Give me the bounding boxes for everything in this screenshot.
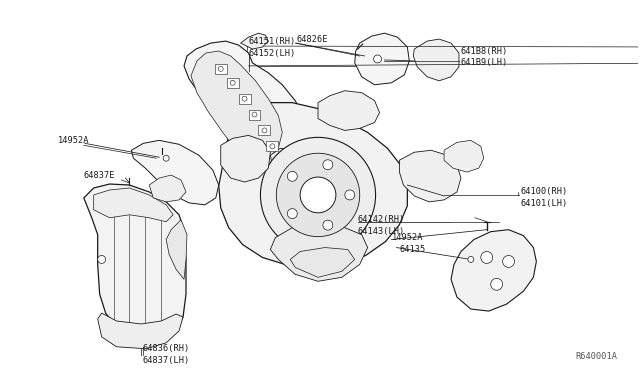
Text: 64826E: 64826E bbox=[296, 35, 328, 44]
Polygon shape bbox=[191, 51, 282, 162]
Circle shape bbox=[300, 177, 336, 213]
Polygon shape bbox=[98, 313, 183, 349]
Circle shape bbox=[230, 80, 235, 85]
Polygon shape bbox=[241, 33, 268, 49]
Text: 64142(RH): 64142(RH) bbox=[358, 215, 405, 224]
Polygon shape bbox=[355, 33, 410, 85]
Circle shape bbox=[242, 96, 247, 101]
Polygon shape bbox=[266, 141, 278, 151]
Text: 641B9(LH): 641B9(LH) bbox=[461, 58, 508, 67]
Text: 64143(LH): 64143(LH) bbox=[358, 227, 405, 236]
Circle shape bbox=[345, 190, 355, 200]
Circle shape bbox=[276, 153, 360, 237]
Polygon shape bbox=[270, 225, 367, 281]
Polygon shape bbox=[149, 175, 186, 202]
Circle shape bbox=[270, 144, 275, 149]
Polygon shape bbox=[451, 230, 536, 311]
Text: 64101(LH): 64101(LH) bbox=[520, 199, 568, 208]
Polygon shape bbox=[248, 110, 260, 119]
Circle shape bbox=[287, 171, 298, 181]
Circle shape bbox=[374, 55, 381, 63]
Polygon shape bbox=[184, 41, 308, 172]
Circle shape bbox=[98, 256, 106, 263]
Text: 64836(RH): 64836(RH) bbox=[142, 344, 189, 353]
Circle shape bbox=[468, 256, 474, 262]
Circle shape bbox=[323, 160, 333, 170]
Polygon shape bbox=[84, 184, 186, 341]
Text: 64151(RH): 64151(RH) bbox=[248, 36, 296, 46]
Polygon shape bbox=[166, 220, 187, 279]
Polygon shape bbox=[413, 39, 459, 81]
Circle shape bbox=[481, 251, 493, 263]
Circle shape bbox=[260, 137, 376, 253]
Circle shape bbox=[252, 112, 257, 117]
Text: 641B8(RH): 641B8(RH) bbox=[461, 46, 508, 55]
Polygon shape bbox=[221, 135, 270, 182]
Text: 64837E: 64837E bbox=[84, 171, 115, 180]
Polygon shape bbox=[444, 140, 484, 172]
Text: 64837(LH): 64837(LH) bbox=[142, 356, 189, 365]
Text: 64135: 64135 bbox=[399, 245, 426, 254]
Polygon shape bbox=[270, 148, 308, 175]
Polygon shape bbox=[399, 150, 461, 202]
Polygon shape bbox=[219, 103, 407, 267]
Text: 14952A: 14952A bbox=[58, 136, 90, 145]
Text: R640001A: R640001A bbox=[576, 352, 618, 361]
Polygon shape bbox=[290, 247, 355, 277]
Text: 64152(LH): 64152(LH) bbox=[248, 48, 296, 58]
Circle shape bbox=[262, 128, 267, 133]
Polygon shape bbox=[215, 64, 227, 74]
Polygon shape bbox=[227, 78, 239, 88]
Text: 64100(RH): 64100(RH) bbox=[520, 187, 568, 196]
Polygon shape bbox=[318, 91, 380, 131]
Circle shape bbox=[163, 155, 169, 161]
Polygon shape bbox=[131, 140, 219, 205]
Polygon shape bbox=[239, 94, 250, 104]
Polygon shape bbox=[259, 125, 270, 135]
Circle shape bbox=[502, 256, 515, 267]
Circle shape bbox=[287, 209, 298, 219]
Circle shape bbox=[491, 278, 502, 290]
Circle shape bbox=[218, 66, 223, 71]
Text: 14952A: 14952A bbox=[392, 233, 423, 242]
Polygon shape bbox=[93, 188, 173, 222]
Circle shape bbox=[323, 220, 333, 230]
